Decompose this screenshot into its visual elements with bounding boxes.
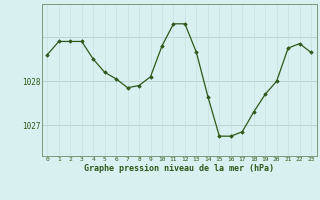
X-axis label: Graphe pression niveau de la mer (hPa): Graphe pression niveau de la mer (hPa): [84, 164, 274, 173]
